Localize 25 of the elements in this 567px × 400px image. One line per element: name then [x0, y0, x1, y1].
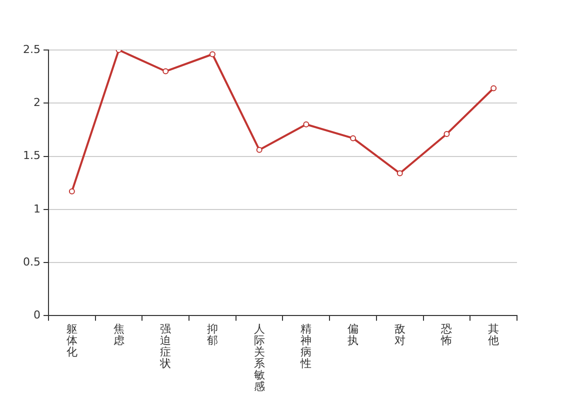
x-tick-label: 其他: [488, 322, 500, 347]
y-tick-label: 1.5: [22, 149, 40, 162]
x-tick-label: 恐怖: [440, 322, 452, 347]
x-tick-label: 精神病性: [300, 322, 312, 370]
y-tick-label: 1: [33, 202, 40, 216]
point: [162, 68, 169, 74]
y-tick-label: 2: [33, 96, 40, 109]
point: [256, 146, 262, 153]
x-tick-label: 偏执: [348, 322, 359, 347]
point: [396, 170, 403, 176]
point: [444, 130, 450, 137]
x-tick-label: 敌对: [394, 322, 406, 347]
x-tick-label: 人际关系敏感: [254, 322, 265, 394]
x-tick-label: 焦虑: [113, 322, 124, 347]
point: [303, 121, 310, 128]
point: [490, 85, 497, 92]
point: [350, 135, 356, 142]
point: [209, 51, 216, 58]
x-tick-label: 强迫症状: [159, 322, 172, 370]
y-tick-label: 0: [33, 308, 40, 322]
y-tick-label: 2.5: [22, 42, 40, 56]
point: [68, 188, 75, 194]
y-tick-label: 0.5: [22, 255, 40, 268]
x-tick-label: 躯体化: [66, 322, 78, 358]
x-tick-label: 抑郁: [206, 322, 218, 347]
